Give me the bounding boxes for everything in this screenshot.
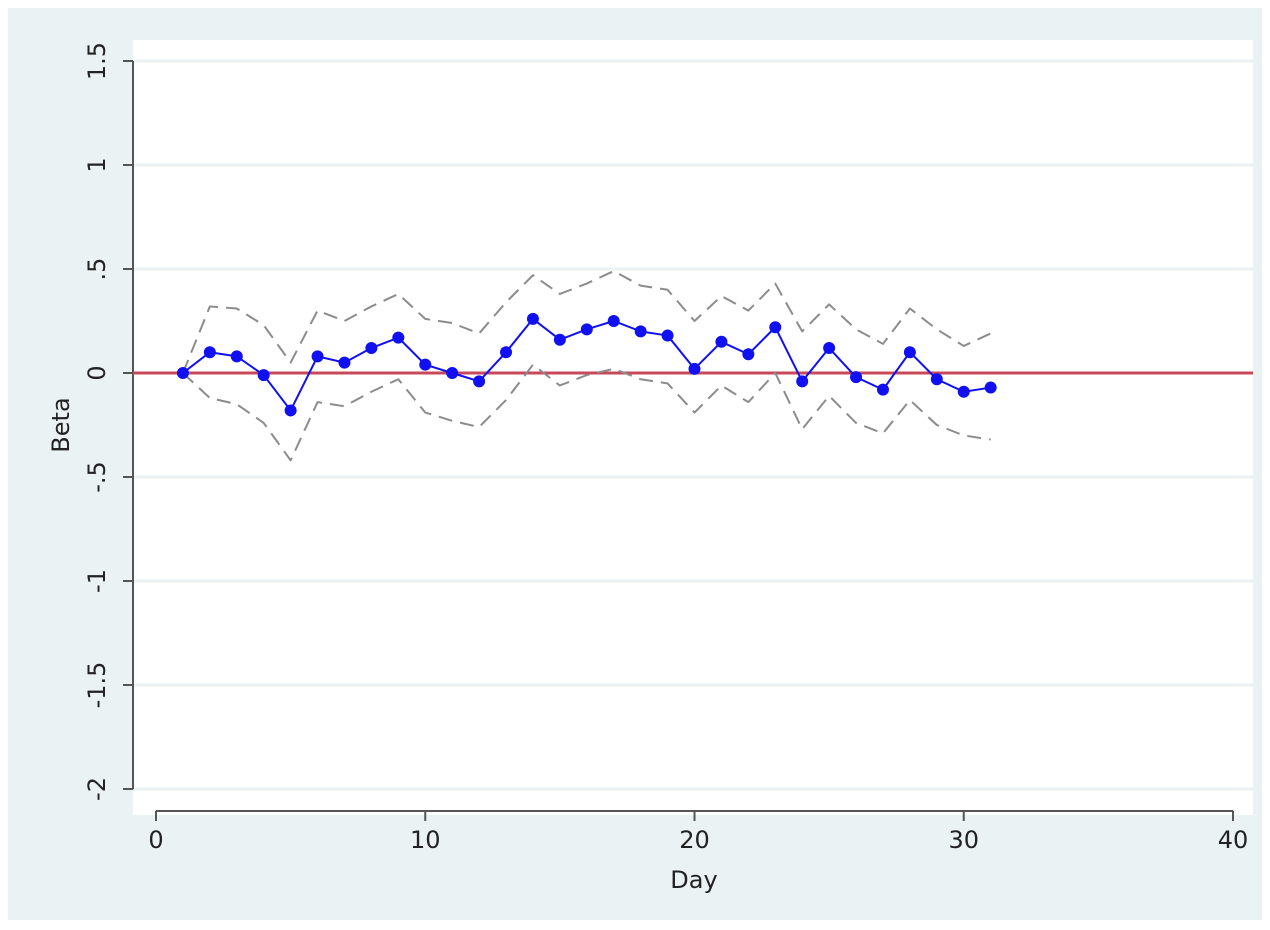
marker (823, 342, 836, 355)
marker (876, 383, 889, 396)
x-axis-title: Day (670, 866, 717, 894)
x-tick-label: 10 (410, 826, 441, 854)
marker (176, 367, 189, 379)
marker (284, 404, 297, 417)
y-tick-label: 1 (83, 157, 111, 172)
marker (607, 315, 620, 327)
marker (742, 348, 755, 361)
marker (930, 373, 943, 386)
marker (903, 346, 916, 359)
marker (338, 356, 351, 369)
y-tick-label: -1 (83, 569, 111, 593)
ci-line (182, 363, 991, 462)
marker (984, 381, 997, 394)
ci-line (181, 270, 992, 374)
marker (634, 325, 647, 338)
marker (850, 371, 863, 384)
marker (257, 369, 270, 382)
marker (688, 362, 701, 375)
marker (715, 335, 728, 348)
marker (311, 350, 324, 363)
marker (473, 375, 486, 388)
x-tick-label: 20 (679, 826, 710, 854)
x-tick-label: 0 (148, 826, 163, 854)
marker (203, 346, 216, 359)
marker (419, 358, 432, 371)
y-tick-label: 1.5 (83, 42, 111, 80)
y-tick-label: -2 (83, 777, 111, 801)
marker (661, 329, 674, 342)
y-tick-label: 0 (83, 365, 111, 380)
marker (553, 333, 566, 346)
y-tick-label: .5 (83, 258, 111, 281)
marker (769, 321, 782, 334)
marker (392, 331, 405, 344)
y-tick-label: -.5 (83, 461, 111, 493)
y-tick-label: -1.5 (83, 662, 111, 709)
marker (446, 367, 459, 379)
plot-area (133, 40, 1253, 815)
marker (230, 350, 243, 363)
marker (500, 346, 513, 359)
marker (957, 385, 970, 398)
y-axis-title: Beta (47, 397, 75, 452)
x-tick-label: 40 (1218, 826, 1249, 854)
marker (526, 312, 539, 325)
marker (580, 323, 593, 336)
marker (796, 375, 809, 388)
marker (365, 342, 378, 355)
x-tick-label: 30 (948, 826, 979, 854)
